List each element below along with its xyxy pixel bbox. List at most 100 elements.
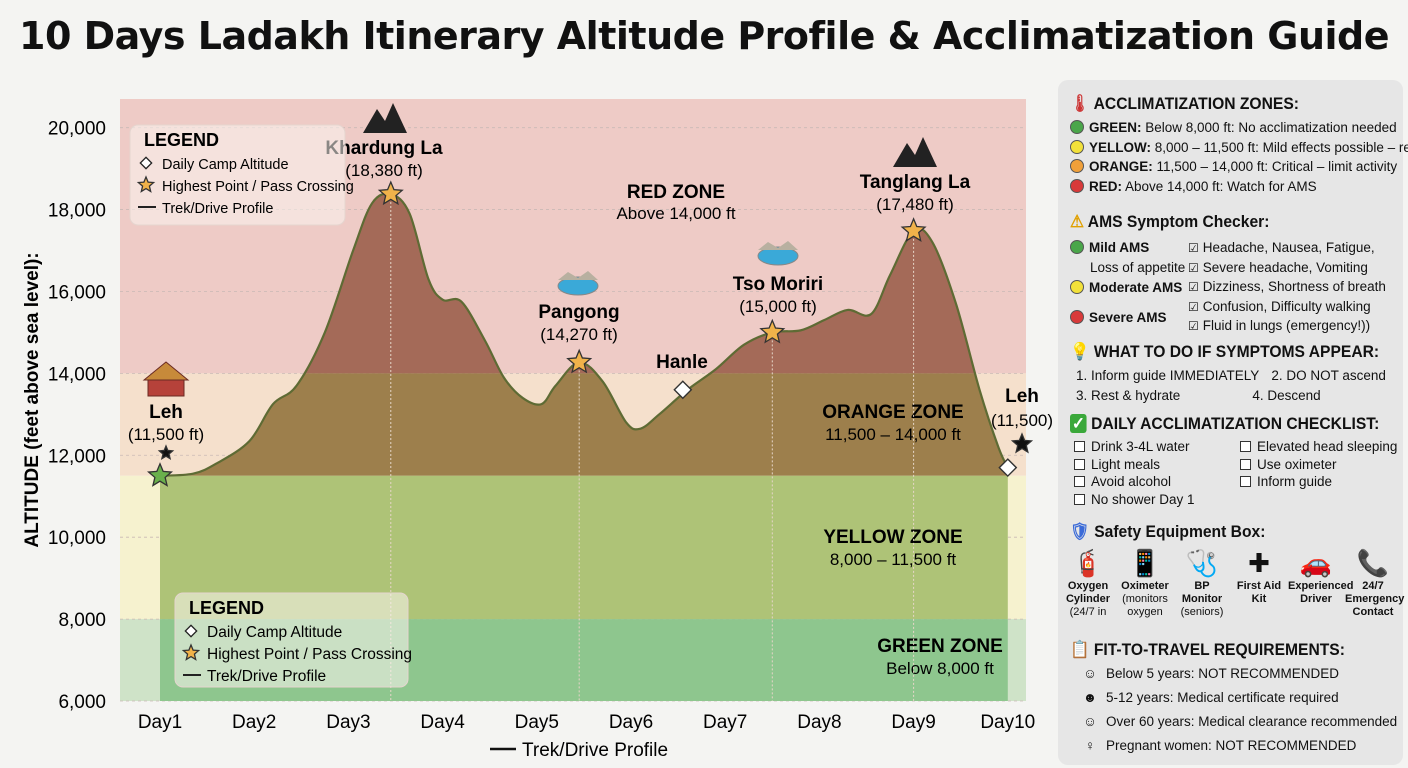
- small-star-icon: [157, 444, 175, 461]
- y-tick-label: 14,000: [48, 364, 106, 385]
- equipment-name: Experienced Driver: [1288, 580, 1354, 605]
- checkbox[interactable]: [1074, 441, 1085, 452]
- checkbox[interactable]: [1074, 493, 1085, 505]
- zone-name-label: RED ZONE: [627, 182, 725, 203]
- zone-row: GREEN: Below 8,000 ft: No acclimatizatio…: [1070, 118, 1408, 138]
- legend-item: Highest Point / Pass Crossing: [207, 646, 412, 663]
- legend-item: Trek/Drive Profile: [162, 201, 273, 217]
- checklist-item[interactable]: Inform guide: [1240, 473, 1397, 491]
- checklist-item[interactable]: Light meals: [1074, 456, 1195, 474]
- zone-text: 8,000 – 11,500 ft: Mild effects possible…: [1151, 139, 1408, 155]
- zone-range-label: 8,000 – 11,500 ft: [830, 550, 957, 569]
- zone-dot: [1070, 120, 1084, 134]
- warning-icon: ⚠: [1070, 212, 1085, 231]
- checklist-item[interactable]: No shower Day 1: [1074, 491, 1195, 509]
- zone-dot: [1070, 139, 1084, 154]
- zone-label: GREEN:: [1089, 120, 1142, 135]
- x-tick-label: Day6: [609, 712, 653, 733]
- zone-dot: [1070, 159, 1084, 173]
- x-tick-label: Day10: [980, 712, 1035, 733]
- legend-box: [129, 124, 346, 226]
- checkbox[interactable]: [1240, 441, 1251, 452]
- first-aid-icon: ✚: [1248, 548, 1270, 578]
- equipment-item: 📱 Oximeter (monitors oxygen: [1117, 546, 1173, 619]
- fit-title: FIT-TO-TRAVEL REQUIREMENTS:: [1093, 640, 1345, 659]
- legend-star: [181, 643, 201, 661]
- bp-monitor-icon: 🩺: [1185, 548, 1219, 578]
- checklist-left: Drink 3-4L water Light meals Avoid alcohol…: [1074, 438, 1195, 508]
- point-value-label: (15,000 ft): [739, 297, 817, 316]
- x-tick-label: Day4: [420, 712, 465, 733]
- ams-dot: [1070, 240, 1084, 254]
- y-tick-label: 20,000: [48, 119, 106, 140]
- y-tick-label: 8,000: [58, 610, 106, 631]
- fit-row: ♀ Pregnant women: NOT RECOMMENDED: [1080, 738, 1356, 753]
- zone-text: 11,500 – 14,000 ft: Critical – limit act…: [1152, 159, 1398, 174]
- monastery-roof-icon: [142, 361, 190, 381]
- legend-box: [174, 592, 409, 688]
- lake-icon: [557, 276, 599, 296]
- pass-star-marker: [377, 180, 404, 206]
- checklist-item[interactable]: Avoid alcohol: [1074, 473, 1195, 491]
- y-tick-label: 18,000: [48, 201, 106, 222]
- legend-item: Daily Camp Altitude: [162, 157, 289, 173]
- checkbox[interactable]: [1240, 458, 1251, 470]
- ams-symptom: ☑ Fluid in lungs (emergency!)): [1188, 316, 1386, 336]
- equipment-section: 🛡 Safety Equipment Box:: [1070, 522, 1282, 542]
- point-value-label: (11,500): [991, 411, 1053, 430]
- zone-text: Above 14,000 ft: Watch for AMS: [1122, 178, 1317, 194]
- fit-text: Below 5 years: NOT RECOMMENDED: [1106, 666, 1340, 681]
- legend-item: Highest Point / Pass Crossing: [162, 179, 354, 195]
- x-axis-label: Trek/Drive Profile: [522, 740, 668, 761]
- symptom-text: Fluid in lungs (emergency!)): [1202, 318, 1371, 333]
- checkbox[interactable]: [1074, 458, 1085, 470]
- check-icon: ✓: [1070, 414, 1087, 433]
- y-tick-label: 12,000: [48, 446, 106, 467]
- fit-section: 📋 FIT-TO-TRAVEL REQUIREMENTS:: [1070, 640, 1369, 660]
- point-name-label: Khardung La: [325, 138, 443, 159]
- equipment-item: 🚗 Experienced Driver: [1288, 546, 1354, 606]
- checklist-section: ✓ DAILY ACCLIMATIZATION CHECKLIST:: [1070, 414, 1406, 434]
- x-tick-label: Day1: [138, 712, 182, 733]
- ams-dot: [1070, 310, 1084, 324]
- checklist-item[interactable]: Elevated head sleeping: [1240, 438, 1397, 456]
- zone-label: ORANGE:: [1089, 159, 1153, 174]
- legend-item: Trek/Drive Profile: [207, 668, 326, 685]
- checklist-text: Use oximeter: [1257, 456, 1337, 472]
- camp-diamond-marker: [998, 458, 1018, 478]
- legend-item: Daily Camp Altitude: [207, 624, 342, 641]
- pass-star-marker: [146, 462, 174, 487]
- zone-row: ORANGE: 11,500 – 14,000 ft: Critical – l…: [1070, 157, 1408, 177]
- zone-text: Below 8,000 ft: No acclimatization neede…: [1141, 120, 1397, 135]
- zone-row: YELLOW: 8,000 – 11,500 ft: Mild effects …: [1070, 138, 1408, 158]
- x-tick-label: Day7: [703, 712, 747, 733]
- point-value-label: (11,500 ft): [128, 425, 204, 444]
- fit-row: ☺ Over 60 years: Medical clearance recomm…: [1080, 714, 1397, 729]
- checklist-item[interactable]: Drink 3-4L water: [1074, 438, 1195, 456]
- ams-level: Severe AMS: [1070, 308, 1167, 328]
- symptom-text: Confusion, Difficulty walking: [1202, 298, 1371, 314]
- legend-title: LEGEND: [189, 598, 264, 618]
- fit-text: 5-12 years: Medical certificate required: [1106, 690, 1339, 705]
- zones-list: GREEN: Below 8,000 ft: No acclimatizatio…: [1070, 118, 1408, 196]
- x-tick-label: Day5: [515, 712, 559, 733]
- page-title: 10 Days Ladakh Itinerary Altitude Profil…: [19, 14, 1390, 58]
- checklist-item[interactable]: Use oximeter: [1240, 456, 1397, 474]
- zone-row: RED: Above 14,000 ft: Watch for AMS: [1070, 177, 1408, 197]
- todo-list: 1. Inform guide IMMEDIATELY 2. DO NOT asc…: [1076, 366, 1386, 405]
- ams-symptom: ☑ Dizziness, Shortness of breath: [1188, 277, 1386, 297]
- point-name-label: Hanle: [656, 352, 708, 373]
- checkbox[interactable]: [1240, 476, 1251, 487]
- point-value-label: (14,270 ft): [540, 325, 618, 344]
- zone-label: YELLOW:: [1089, 139, 1151, 155]
- ams-level: Moderate AMS: [1070, 278, 1182, 298]
- checked-box-icon: ☑: [1188, 319, 1199, 333]
- baby-icon: ☺: [1083, 666, 1097, 681]
- checkbox[interactable]: [1074, 476, 1085, 487]
- x-tick-label: Day9: [891, 712, 935, 733]
- phone-icon: 📞: [1356, 548, 1390, 578]
- zone-name-label: ORANGE ZONE: [822, 402, 963, 423]
- child-icon: ☻: [1082, 690, 1098, 705]
- todo-item: 3. Rest & hydrate: [1076, 387, 1181, 403]
- checklist-text: Elevated head sleeping: [1257, 439, 1398, 454]
